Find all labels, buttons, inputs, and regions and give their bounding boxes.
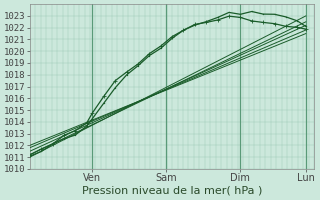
X-axis label: Pression niveau de la mer( hPa ): Pression niveau de la mer( hPa ) (82, 186, 262, 196)
